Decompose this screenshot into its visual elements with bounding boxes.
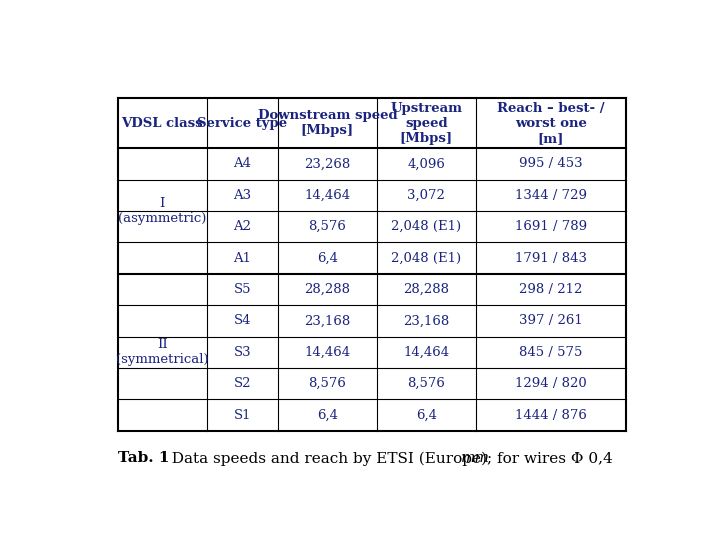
Text: I
(asymmetric): I (asymmetric) — [118, 197, 207, 225]
Text: VDSL class: VDSL class — [122, 117, 203, 130]
Text: 28,288: 28,288 — [305, 283, 351, 296]
Text: 28,288: 28,288 — [403, 283, 449, 296]
Text: 23,168: 23,168 — [403, 314, 449, 327]
Text: S5: S5 — [233, 283, 251, 296]
Text: S2: S2 — [233, 377, 251, 390]
Text: 14,464: 14,464 — [403, 346, 449, 359]
Text: A3: A3 — [233, 189, 251, 202]
Text: 2,048 (E1): 2,048 (E1) — [391, 220, 462, 233]
Text: 1444 / 876: 1444 / 876 — [515, 408, 587, 422]
Text: S4: S4 — [233, 314, 251, 327]
Text: 6,4: 6,4 — [317, 408, 338, 422]
Text: 1691 / 789: 1691 / 789 — [515, 220, 587, 233]
Text: Tab. 1: Tab. 1 — [118, 451, 169, 465]
Text: 2,048 (E1): 2,048 (E1) — [391, 252, 462, 265]
Text: S3: S3 — [233, 346, 251, 359]
Text: 14,464: 14,464 — [305, 189, 351, 202]
Text: Service type: Service type — [197, 117, 287, 130]
Text: 298 / 212: 298 / 212 — [519, 283, 582, 296]
Text: 23,168: 23,168 — [305, 314, 351, 327]
Text: Upstream
speed
[Mbps]: Upstream speed [Mbps] — [390, 102, 462, 145]
Text: 3,072: 3,072 — [408, 189, 445, 202]
Text: 6,4: 6,4 — [416, 408, 437, 422]
Text: 23,268: 23,268 — [305, 157, 351, 171]
Text: Reach – best- /
worst one
[m]: Reach – best- / worst one [m] — [497, 102, 605, 145]
Text: 8,576: 8,576 — [408, 377, 445, 390]
Text: mm: mm — [461, 451, 490, 465]
Text: A2: A2 — [233, 220, 251, 233]
Text: 14,464: 14,464 — [305, 346, 351, 359]
Text: 8,576: 8,576 — [308, 377, 346, 390]
Text: S1: S1 — [233, 408, 251, 422]
Text: Data speeds and reach by ETSI (Europe); for wires Φ 0,4: Data speeds and reach by ETSI (Europe); … — [162, 451, 618, 466]
Text: A4: A4 — [233, 157, 251, 171]
Text: II
(symmetrical): II (symmetrical) — [116, 338, 209, 366]
Text: 1791 / 843: 1791 / 843 — [515, 252, 587, 265]
Text: 845 / 575: 845 / 575 — [519, 346, 582, 359]
Text: 995 / 453: 995 / 453 — [519, 157, 582, 171]
Text: 4,096: 4,096 — [408, 157, 445, 171]
Text: 397 / 261: 397 / 261 — [519, 314, 582, 327]
Text: 1294 / 820: 1294 / 820 — [515, 377, 587, 390]
Text: Downstream speed
[Mbps]: Downstream speed [Mbps] — [258, 109, 397, 137]
Text: 8,576: 8,576 — [308, 220, 346, 233]
Text: 6,4: 6,4 — [317, 252, 338, 265]
Text: A1: A1 — [233, 252, 251, 265]
Text: 1344 / 729: 1344 / 729 — [515, 189, 587, 202]
